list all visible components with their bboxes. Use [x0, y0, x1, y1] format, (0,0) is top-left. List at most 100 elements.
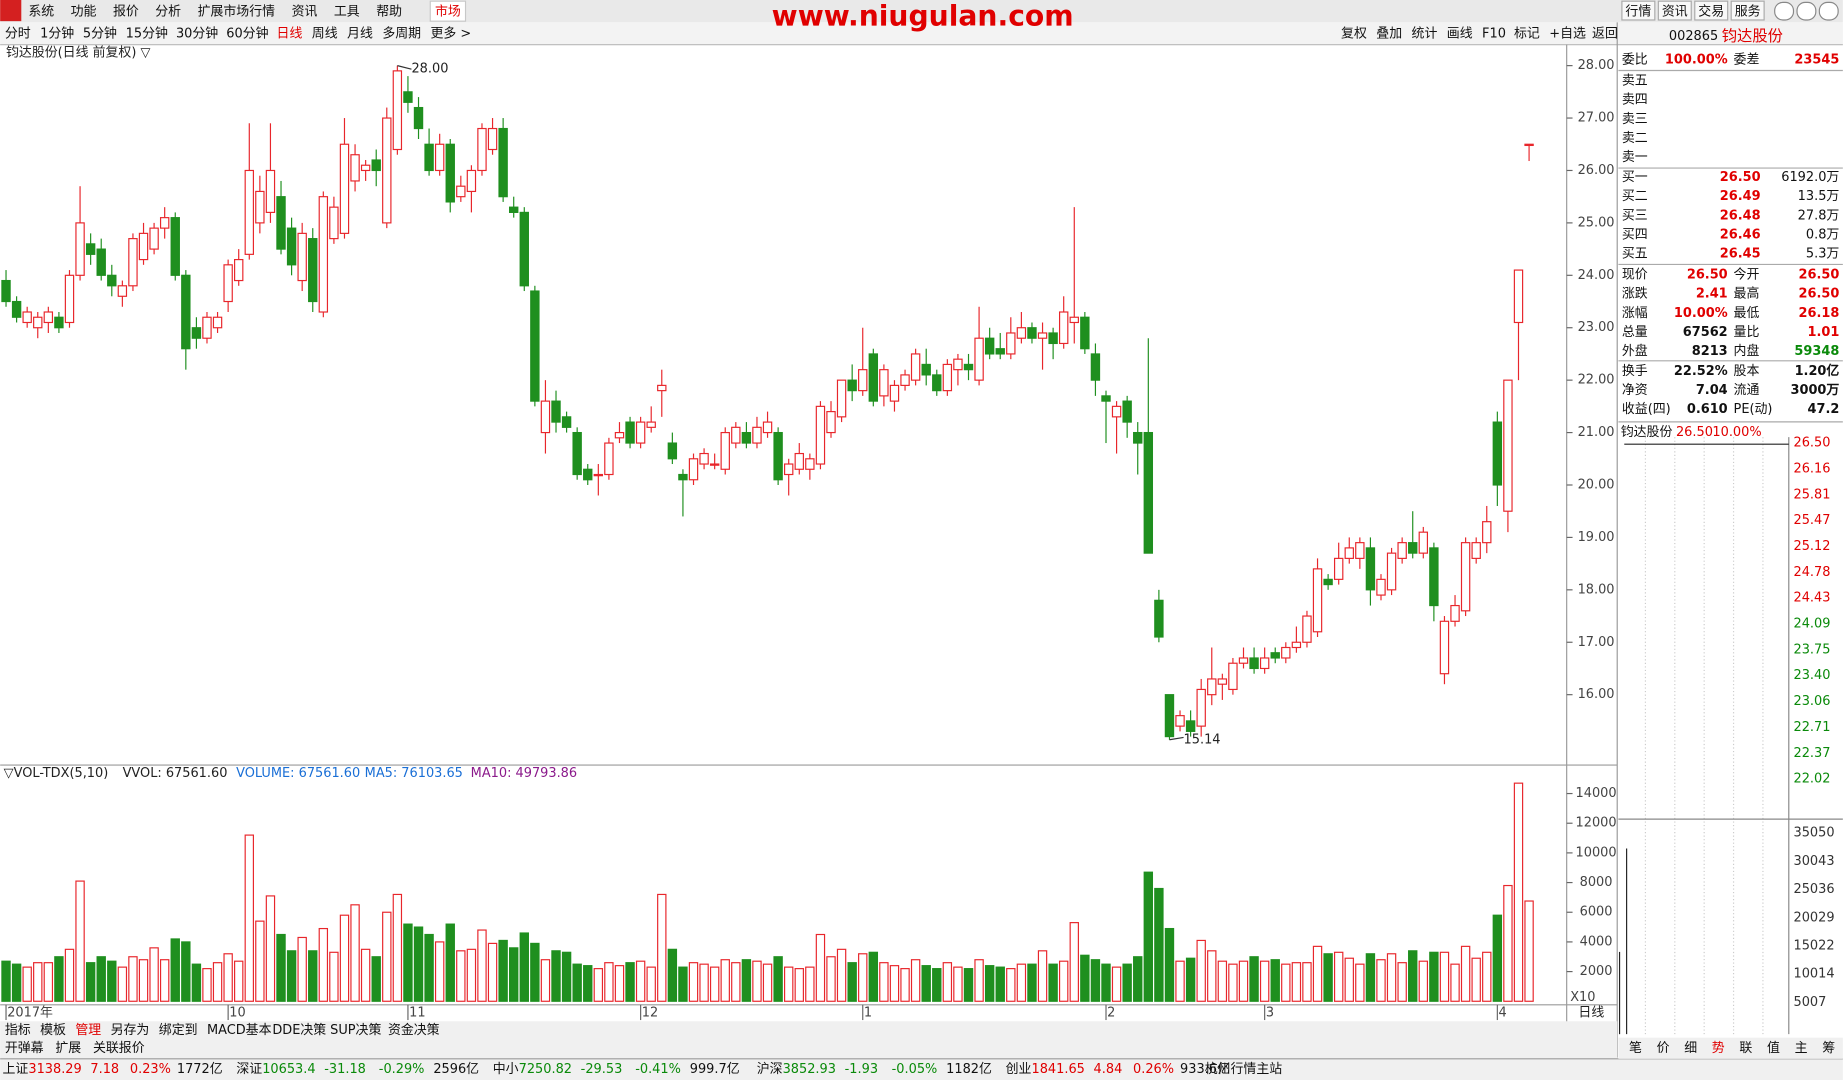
indicator-tab[interactable]: MACD基本: [207, 1023, 272, 1038]
candle-body: [64, 274, 75, 324]
top-button-label[interactable]: 服务: [1735, 3, 1761, 19]
period-tab[interactable]: 月线: [347, 27, 373, 42]
period-tab[interactable]: 分时: [5, 27, 31, 42]
volume-bar: [657, 893, 667, 1002]
volume-bar: [234, 960, 244, 1002]
top-button[interactable]: [1621, 0, 1656, 21]
menu-item[interactable]: 分析: [155, 4, 181, 19]
tab-bar: [0, 1021, 1618, 1059]
period-tab[interactable]: 多周期: [382, 27, 421, 42]
top-button-label[interactable]: 资讯: [1662, 4, 1688, 19]
menu-item[interactable]: 帮助: [376, 4, 402, 19]
tool-button[interactable]: 叠加: [1376, 27, 1402, 42]
top-button[interactable]: [1694, 0, 1729, 21]
indicator-tab[interactable]: 另存为: [111, 1023, 150, 1038]
candle-body: [223, 264, 233, 303]
tool-button[interactable]: 统计: [1412, 27, 1438, 42]
period-tab[interactable]: 周线: [312, 27, 338, 42]
period-tab[interactable]: 1分钟: [40, 26, 74, 42]
mini-tab[interactable]: 价: [1657, 1041, 1670, 1056]
mini-tab[interactable]: 筹: [1822, 1040, 1835, 1056]
tool-button[interactable]: +自选: [1549, 27, 1586, 42]
volume-bar: [360, 948, 371, 1002]
candle-body: [1482, 521, 1492, 544]
period-tab[interactable]: 5分钟: [83, 26, 117, 42]
indicator-tab[interactable]: DDE决策: [272, 1022, 326, 1038]
mini-tab[interactable]: 主: [1795, 1041, 1808, 1056]
tool-button[interactable]: 复权: [1341, 26, 1367, 42]
tool-button[interactable]: 返回: [1592, 27, 1618, 42]
volume-bar: [868, 951, 879, 1002]
quote-label: 涨跌: [1622, 286, 1648, 302]
period-tab[interactable]: 更多 >: [431, 27, 472, 42]
candle-body: [741, 431, 752, 444]
mini-price: 26.50: [1676, 425, 1713, 440]
period-tab[interactable]: 30分钟: [176, 26, 218, 42]
index-amount: 933.6亿: [1180, 1062, 1230, 1077]
indicator-tab[interactable]: 模板: [40, 1023, 66, 1038]
menu-item[interactable]: 扩展市场行情: [198, 3, 276, 19]
period-tab[interactable]: 日线: [277, 27, 303, 42]
candle-body: [1333, 557, 1344, 580]
volume-bar: [1143, 871, 1154, 1002]
tool-button[interactable]: 画线: [1447, 27, 1473, 42]
indicator-tab[interactable]: 管理: [75, 1023, 101, 1038]
menu-item[interactable]: 市场: [435, 3, 461, 19]
index-pct: -0.29%: [379, 1062, 425, 1077]
mini-tab[interactable]: 值: [1767, 1040, 1780, 1056]
menu-item[interactable]: 资讯: [292, 4, 318, 19]
window-control[interactable]: [1796, 1, 1817, 21]
menu-item[interactable]: 报价: [113, 4, 139, 19]
volume-bar: [593, 968, 604, 1002]
bid-price: 26.46: [1720, 227, 1761, 242]
app-icon[interactable]: [0, 0, 22, 22]
tool-button[interactable]: 标记: [1514, 27, 1540, 42]
x-tick-label: 2017年: [7, 1006, 53, 1021]
function-tab[interactable]: 扩展: [55, 1041, 81, 1056]
candle-body: [942, 363, 953, 392]
indicator-tab[interactable]: SUP决策: [330, 1022, 381, 1038]
top-button-label[interactable]: 行情: [1625, 4, 1651, 19]
indicator-tab[interactable]: 指标: [5, 1023, 31, 1038]
mini-tab[interactable]: 细: [1684, 1041, 1697, 1056]
menu-item[interactable]: 功能: [71, 4, 97, 19]
volume-header: VOLUME: 67561.60: [236, 766, 360, 781]
top-button[interactable]: [1730, 0, 1765, 21]
index-change: 4.84: [1094, 1062, 1123, 1077]
y-tick-label: 18.00: [1578, 582, 1615, 597]
candle-body: [709, 463, 720, 466]
tool-button[interactable]: F10: [1482, 27, 1506, 42]
candle-body: [773, 431, 783, 481]
indicator-tab[interactable]: 资金决策: [388, 1022, 440, 1038]
function-tab[interactable]: 关联报价: [93, 1041, 145, 1056]
y-tick-label: 20.00: [1578, 477, 1615, 492]
bid-label: 买三: [1622, 208, 1648, 223]
mini-tab-bar: [1618, 1037, 1843, 1059]
indicator-tab[interactable]: 绑定到: [159, 1023, 198, 1038]
volume-bar: [1397, 962, 1407, 1002]
volume-bar: [392, 893, 403, 1002]
menu-item[interactable]: 系统: [28, 4, 54, 19]
mini-tab[interactable]: 联: [1739, 1041, 1752, 1056]
period-tab[interactable]: 15分钟: [126, 26, 168, 42]
function-tab[interactable]: 开弹幕: [5, 1041, 44, 1056]
menu-item[interactable]: 工具: [334, 4, 360, 19]
index-name: 创业: [1006, 1062, 1032, 1077]
mini-tab[interactable]: 笔: [1629, 1040, 1642, 1056]
volume-bar: [1376, 959, 1386, 1002]
period-tab[interactable]: 60分钟: [226, 26, 268, 42]
candle-body: [1302, 615, 1312, 643]
index-amount: 2596亿: [433, 1062, 479, 1077]
quote-value: 1.20亿: [1795, 363, 1840, 379]
top-button[interactable]: [1657, 0, 1692, 21]
top-button-label[interactable]: 交易: [1698, 3, 1724, 19]
mini-tab[interactable]: 势: [1712, 1040, 1725, 1056]
window-control[interactable]: [1774, 1, 1795, 21]
volume-bar: [984, 965, 995, 1002]
window-control[interactable]: [1818, 1, 1839, 21]
quote-value: 7.04: [1696, 383, 1728, 398]
candle-body: [1291, 641, 1302, 649]
volume-bar: [773, 956, 783, 1002]
volume-header: MA5: 76103.65: [365, 766, 463, 781]
